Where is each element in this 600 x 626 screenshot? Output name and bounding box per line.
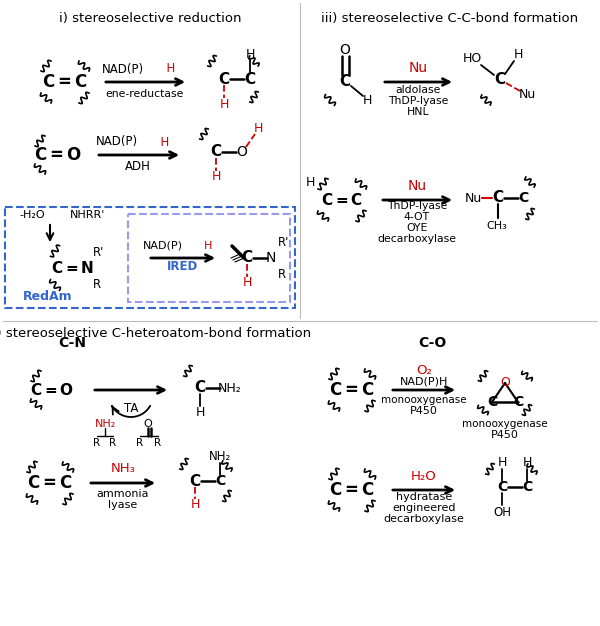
Text: C: C	[487, 395, 497, 409]
Text: HNL: HNL	[407, 107, 430, 117]
Text: C: C	[493, 190, 503, 205]
Text: C: C	[494, 73, 506, 88]
Text: NH₃: NH₃	[110, 463, 136, 476]
Text: H: H	[220, 98, 229, 111]
Text: -H₂O: -H₂O	[19, 210, 45, 220]
Text: C: C	[497, 480, 507, 494]
Text: R: R	[93, 279, 101, 292]
Text: H: H	[138, 135, 169, 148]
Text: C: C	[190, 473, 200, 488]
Text: C: C	[218, 71, 230, 86]
Text: NHRR': NHRR'	[70, 210, 106, 220]
Text: RedAm: RedAm	[23, 289, 73, 302]
Text: NAD(P)H: NAD(P)H	[400, 377, 448, 387]
Text: C: C	[340, 74, 350, 90]
Text: R: R	[109, 438, 116, 448]
Text: C: C	[215, 474, 225, 488]
Text: TA: TA	[124, 403, 138, 416]
Text: H₂O: H₂O	[411, 470, 437, 483]
Text: C-O: C-O	[418, 336, 446, 350]
Text: aldolase: aldolase	[395, 85, 440, 95]
Text: $\mathbf{C{=}C}$: $\mathbf{C{=}C}$	[321, 192, 363, 208]
Text: HO: HO	[463, 51, 482, 64]
Text: R: R	[154, 438, 161, 448]
Text: monooxygenase: monooxygenase	[381, 395, 467, 405]
Text: C-N: C-N	[58, 336, 86, 350]
Text: NH₂: NH₂	[94, 419, 116, 429]
Text: ene-reductase: ene-reductase	[106, 89, 184, 99]
Text: monooxygenase: monooxygenase	[462, 419, 548, 429]
Text: H: H	[245, 48, 254, 61]
Text: decarboxylase: decarboxylase	[383, 514, 464, 524]
Text: $\mathbf{C{=}O}$: $\mathbf{C{=}O}$	[30, 382, 74, 398]
Text: O: O	[500, 376, 510, 389]
Text: $\mathbf{C{=}C}$: $\mathbf{C{=}C}$	[42, 73, 88, 91]
Text: H: H	[183, 241, 212, 251]
Text: i) stereoselective reduction: i) stereoselective reduction	[59, 12, 241, 25]
Text: O: O	[236, 145, 247, 159]
Text: decarboxylase: decarboxylase	[377, 234, 457, 244]
Text: ThDP-lyase: ThDP-lyase	[387, 201, 447, 211]
Text: $\mathbf{C{=}C}$: $\mathbf{C{=}C}$	[329, 381, 375, 399]
Text: N: N	[266, 251, 276, 265]
Text: P450: P450	[410, 406, 438, 416]
Text: R': R'	[94, 245, 104, 259]
Text: H: H	[497, 456, 506, 470]
Text: OH: OH	[493, 506, 511, 518]
Text: O: O	[340, 43, 350, 57]
Text: R: R	[136, 438, 143, 448]
Text: OYE: OYE	[406, 223, 428, 233]
Text: H: H	[242, 277, 251, 289]
Text: ammonia: ammonia	[97, 489, 149, 499]
Text: C: C	[194, 381, 206, 396]
Text: H: H	[362, 93, 371, 106]
Text: H: H	[514, 48, 523, 61]
Text: O₂: O₂	[416, 364, 432, 376]
Text: R': R'	[278, 237, 290, 250]
Text: R: R	[278, 267, 286, 280]
Text: H: H	[211, 170, 221, 183]
Bar	[5, 207, 295, 308]
Text: engineered: engineered	[392, 503, 456, 513]
Text: H: H	[253, 121, 263, 135]
Text: ii) stereoselective C-heteroatom-bond formation: ii) stereoselective C-heteroatom-bond fo…	[0, 327, 311, 340]
Text: NH₂: NH₂	[218, 381, 242, 394]
Text: NAD(P): NAD(P)	[102, 63, 144, 76]
Text: R: R	[94, 438, 101, 448]
Text: C: C	[244, 71, 256, 86]
Text: IRED: IRED	[167, 260, 199, 272]
Text: CH₃: CH₃	[487, 221, 508, 231]
Text: H: H	[523, 456, 532, 470]
Text: Nu: Nu	[409, 61, 428, 75]
Text: $\mathbf{C{=}C}$: $\mathbf{C{=}C}$	[329, 481, 375, 499]
Text: C: C	[513, 395, 523, 409]
Text: ThDP-lyase: ThDP-lyase	[388, 96, 448, 106]
Text: $\mathbf{C{=}C}$: $\mathbf{C{=}C}$	[27, 474, 73, 492]
Bar	[128, 214, 290, 302]
Text: ADH: ADH	[125, 160, 151, 173]
Text: H: H	[190, 498, 200, 511]
Text: H: H	[144, 63, 175, 76]
Text: O: O	[143, 419, 152, 429]
Text: C: C	[518, 191, 528, 205]
Text: Nu: Nu	[518, 88, 536, 101]
Text: C: C	[522, 480, 532, 494]
Text: NH₂: NH₂	[209, 451, 231, 463]
Text: NAD(P): NAD(P)	[143, 241, 183, 251]
Text: $\mathbf{C{=}O}$: $\mathbf{C{=}O}$	[34, 146, 82, 164]
Text: iii) stereoselective C-C-bond formation: iii) stereoselective C-C-bond formation	[322, 12, 578, 25]
Text: Nu: Nu	[407, 179, 427, 193]
Text: Nu: Nu	[464, 192, 482, 205]
Text: C: C	[241, 250, 253, 265]
Text: 4-OT: 4-OT	[404, 212, 430, 222]
Text: H: H	[305, 175, 314, 188]
Text: NAD(P): NAD(P)	[96, 135, 138, 148]
Text: C: C	[211, 145, 221, 160]
Text: H: H	[196, 406, 205, 419]
Text: hydratase: hydratase	[396, 492, 452, 502]
Text: lyase: lyase	[109, 500, 137, 510]
Text: $\mathbf{C{=}N}$: $\mathbf{C{=}N}$	[52, 260, 95, 276]
Text: P450: P450	[491, 430, 519, 440]
